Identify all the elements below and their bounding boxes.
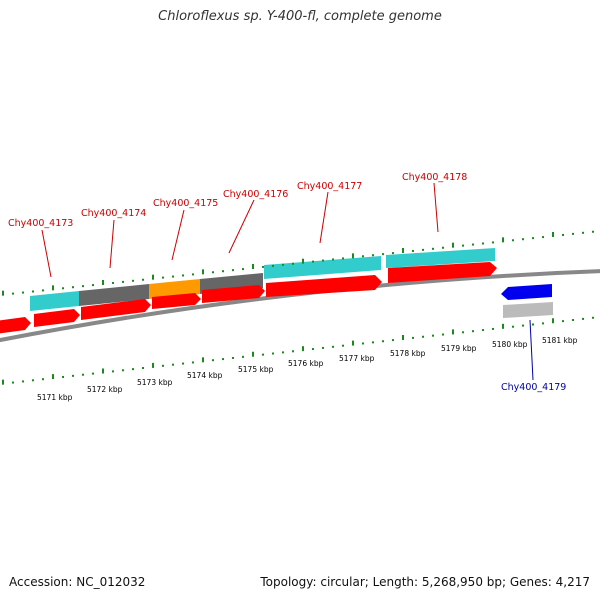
- kbp-label: 5179 kbp: [441, 344, 477, 353]
- gene-label-4176: Chy400_4176: [223, 189, 288, 200]
- kbp-label: 5176 kbp: [288, 359, 324, 368]
- gene-label-4173: Chy400_4173: [8, 218, 73, 229]
- feature-cyan-2: [264, 256, 381, 279]
- leader-line-4173: [41, 229, 52, 278]
- accession-text: Accession: NC_012032: [9, 575, 146, 589]
- kbp-label: 5172 kbp: [87, 385, 123, 394]
- genome-stats-text: Topology: circular; Length: 5,268,950 bp…: [260, 575, 590, 589]
- gene-label-4177: Chy400_4177: [297, 181, 362, 192]
- feature-gray-1: [79, 284, 149, 306]
- feature-cyan-3: [386, 248, 495, 268]
- leader-line-4177: [319, 191, 329, 244]
- gene-label-4174: Chy400_4174: [81, 208, 146, 219]
- cds-arrow-1: [0, 317, 31, 334]
- map-title: Chloroflexus sp. Y-400-fl, complete geno…: [158, 9, 442, 24]
- kbp-label: 5181 kbp: [542, 336, 578, 345]
- kbp-label: 5174 kbp: [187, 371, 223, 380]
- cds-arrow-7: [388, 262, 497, 283]
- leader-line-4179: [529, 319, 534, 381]
- kbp-label: 5171 kbp: [37, 393, 73, 402]
- cds-arrow-reverse: [501, 284, 552, 300]
- kbp-label: 5180 kbp: [492, 340, 528, 349]
- gene-label-4178: Chy400_4178: [402, 172, 467, 183]
- leader-line-4175: [171, 209, 185, 261]
- gene-label-4175: Chy400_4175: [153, 198, 218, 209]
- cds-arrow-5: [202, 285, 265, 303]
- gene-label-4179: Chy400_4179: [501, 382, 566, 393]
- tick-marks-lower: [2, 316, 594, 385]
- leader-line-4178: [433, 182, 439, 233]
- tick-marks-upper: [2, 230, 594, 296]
- cds-arrow-4: [152, 293, 201, 309]
- cds-arrow-2: [34, 309, 80, 327]
- cds-arrow-6: [266, 275, 382, 297]
- feature-lightgray: [503, 302, 553, 318]
- kbp-label: 5173 kbp: [137, 378, 173, 387]
- leader-line-4176: [228, 199, 255, 254]
- cds-arrow-3: [81, 299, 151, 320]
- leader-line-4174: [109, 219, 115, 269]
- kbp-label: 5177 kbp: [339, 354, 375, 363]
- kbp-label: 5175 kbp: [238, 365, 274, 374]
- kbp-label: 5178 kbp: [390, 349, 426, 358]
- feature-cyan-1: [30, 291, 79, 311]
